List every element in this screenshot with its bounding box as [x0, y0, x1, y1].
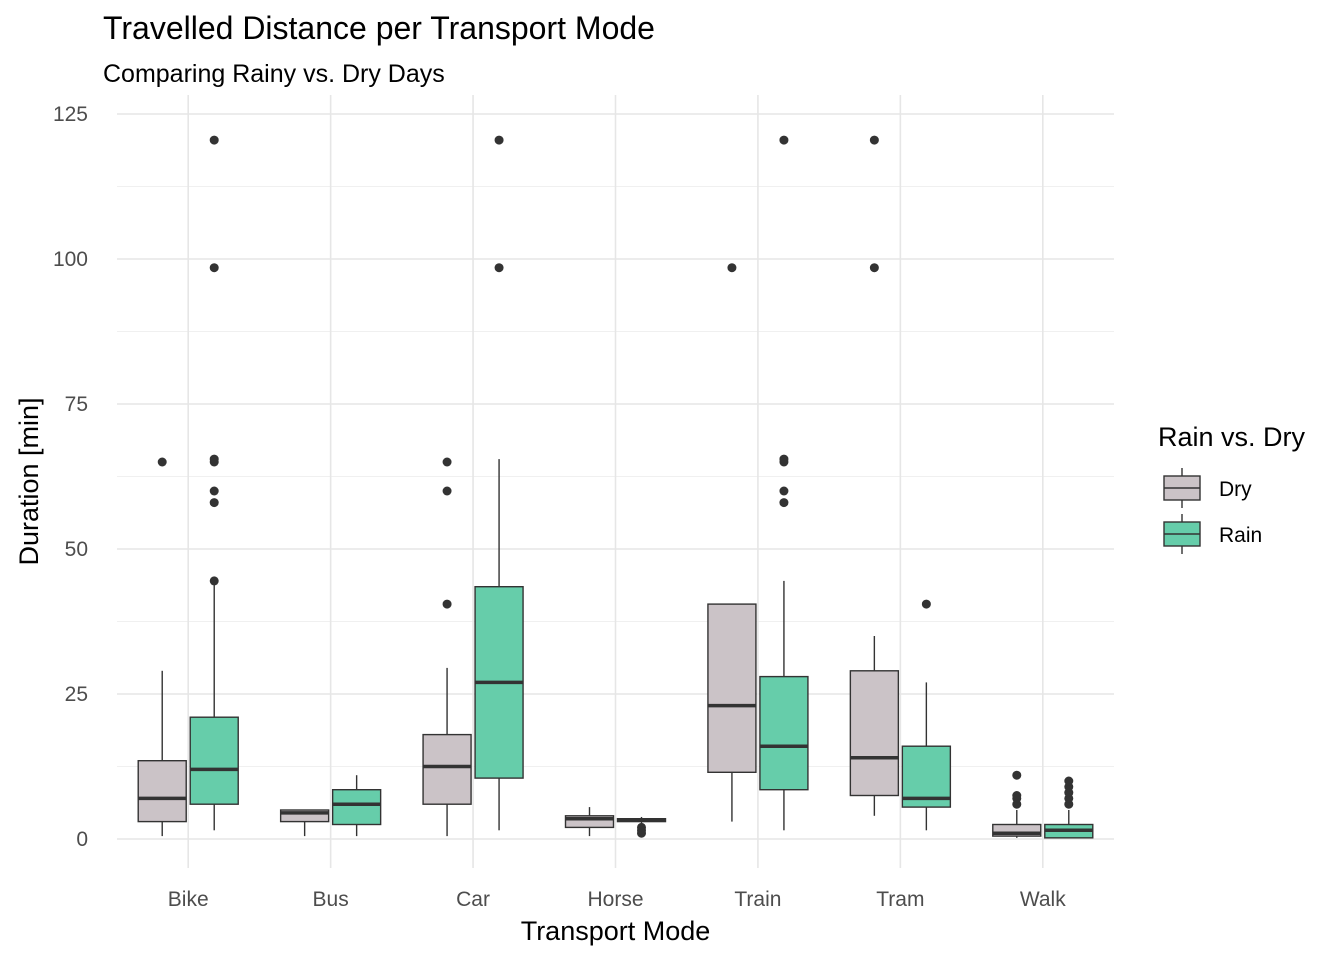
outlier-point — [209, 263, 219, 273]
y-tick-label: 50 — [65, 538, 88, 561]
outlier-point — [779, 486, 789, 496]
box-body — [137, 760, 187, 823]
outlier-point — [1064, 776, 1074, 786]
box-body — [707, 603, 757, 773]
outlier-point — [209, 135, 219, 145]
outlier-point — [442, 486, 452, 496]
outlier-point — [494, 135, 504, 145]
outlier-point — [869, 263, 879, 273]
x-tick-label: Car — [456, 888, 490, 911]
outlier-point — [209, 576, 219, 586]
box-body — [759, 675, 809, 791]
outlier-point — [1012, 791, 1022, 800]
y-tick-label: 100 — [53, 248, 88, 271]
outlier-point — [779, 498, 789, 508]
outlier-point — [869, 135, 879, 145]
outlier-point — [442, 599, 452, 609]
y-axis-title: Duration [min] — [14, 397, 44, 565]
box-body — [279, 809, 330, 823]
x-tick-label: Tram — [876, 888, 924, 911]
y-tick-label: 25 — [65, 683, 88, 706]
outlier-point — [637, 822, 646, 832]
x-tick-label: Bike — [168, 888, 209, 911]
outlier-point — [209, 486, 219, 496]
box-body — [331, 789, 382, 826]
outlier-point — [209, 454, 219, 464]
outlier-point — [779, 135, 789, 145]
chart-title: Travelled Distance per Transport Mode — [103, 10, 655, 46]
outlier-point — [727, 263, 737, 273]
x-tick-label: Walk — [1020, 888, 1066, 911]
chart-subtitle: Comparing Rainy vs. Dry Days — [103, 60, 445, 88]
outlier-point — [157, 457, 167, 467]
box-body — [189, 716, 239, 805]
outlier-point — [779, 454, 789, 464]
box-body — [992, 823, 1042, 837]
box-body — [422, 733, 472, 805]
outlier-point — [442, 457, 452, 467]
x-tick-label: Train — [734, 888, 781, 911]
x-axis-title: Transport Mode — [521, 916, 711, 946]
x-tick-label: Bus — [313, 888, 349, 911]
box-body — [849, 670, 900, 797]
outlier-point — [209, 498, 219, 508]
box-body — [564, 815, 615, 829]
y-tick-label: 75 — [65, 393, 88, 416]
outlier-point — [921, 599, 931, 609]
y-tick-label: 0 — [76, 828, 88, 851]
x-tick-label: Horse — [587, 888, 643, 911]
outlier-point — [494, 263, 504, 273]
legend-label: Rain — [1219, 524, 1262, 547]
outlier-point — [1012, 770, 1022, 780]
y-tick-label: 125 — [53, 103, 88, 126]
legend-label: Dry — [1219, 478, 1252, 501]
legend-title: Rain vs. Dry — [1158, 422, 1306, 452]
